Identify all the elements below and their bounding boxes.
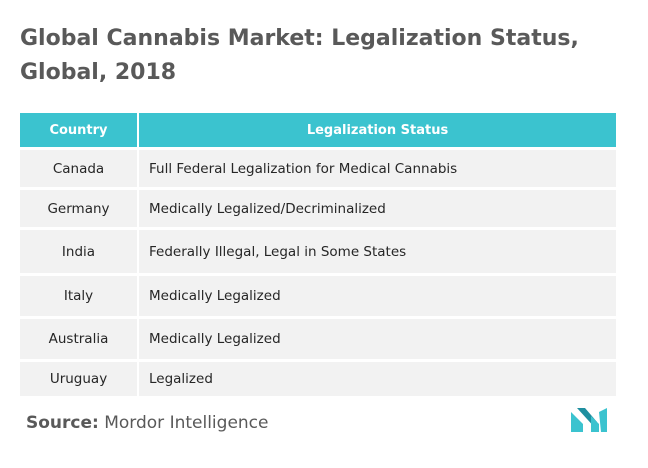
country-cell: Canada [20,150,139,187]
table-header-row: Country Legalization Status [20,113,616,147]
country-cell: Germany [20,190,139,227]
table-row: Australia Medically Legalized [20,319,616,359]
table-row: Italy Medically Legalized [20,276,616,316]
table-row: Germany Medically Legalized/Decriminaliz… [20,190,616,227]
country-cell: Uruguay [20,362,139,396]
column-header-status: Legalization Status [139,113,616,147]
table-row: Canada Full Federal Legalization for Med… [20,150,616,187]
source-text: Mordor Intelligence [104,413,269,433]
country-cell: Australia [20,319,139,359]
table-row: Uruguay Legalized [20,362,616,396]
column-header-country: Country [20,113,139,147]
table-row: India Federally Illegal, Legal in Some S… [20,230,616,273]
source-line: Source: Mordor Intelligence [26,413,269,433]
source-label: Source: [26,413,99,433]
status-cell: Full Federal Legalization for Medical Ca… [139,150,616,187]
mordor-intelligence-logo-icon [571,408,607,432]
legalization-table: Country Legalization Status Canada Full … [20,110,616,399]
status-cell: Medically Legalized [139,319,616,359]
page-title: Global Cannabis Market: Legalization Sta… [20,26,579,85]
status-cell: Medically Legalized/Decriminalized [139,190,616,227]
country-cell: India [20,230,139,273]
country-cell: Italy [20,276,139,316]
status-cell: Medically Legalized [139,276,616,316]
status-cell: Federally Illegal, Legal in Some States [139,230,616,273]
status-cell: Legalized [139,362,616,396]
